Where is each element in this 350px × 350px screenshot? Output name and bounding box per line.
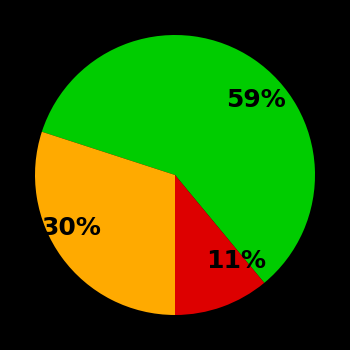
Text: 59%: 59% (226, 88, 286, 112)
Text: 11%: 11% (206, 248, 266, 273)
Wedge shape (42, 35, 315, 283)
Wedge shape (175, 175, 264, 315)
Text: 30%: 30% (42, 217, 102, 240)
Wedge shape (35, 132, 175, 315)
